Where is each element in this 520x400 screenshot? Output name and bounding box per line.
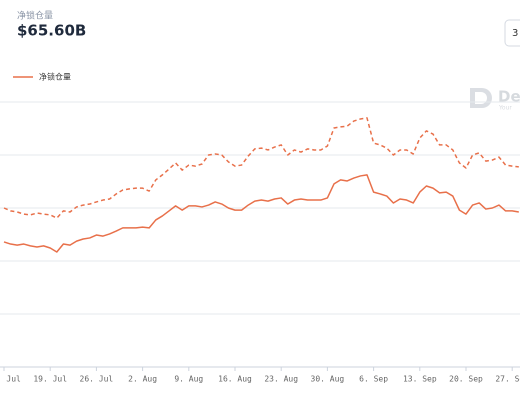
watermark-brand: De bbox=[498, 88, 520, 106]
watermark-logo bbox=[470, 88, 492, 108]
watermark-tagline: Your bbox=[498, 105, 512, 112]
x-tick-label: 2. Aug bbox=[128, 375, 157, 384]
x-tick-label: 9. Aug bbox=[174, 375, 203, 384]
x-tick-label: 20. Sep bbox=[449, 375, 483, 384]
x-tick-label: 6. Sep bbox=[359, 375, 388, 384]
header-label: 净锁仓量 bbox=[17, 10, 53, 22]
x-tick-label: 13. Sep bbox=[403, 375, 437, 384]
watermark: De Your bbox=[470, 88, 520, 112]
legend-label: 净锁仓量 bbox=[39, 72, 71, 82]
header-value: $65.60B bbox=[17, 22, 86, 40]
x-tick-label: 26. Jul bbox=[80, 375, 114, 384]
x-tick-label: 16. Aug bbox=[218, 375, 252, 384]
range-button[interactable] bbox=[504, 19, 520, 47]
x-tick-label: 19. Jul bbox=[33, 375, 67, 384]
x-tick-label: 23. Aug bbox=[264, 375, 298, 384]
series-line bbox=[3, 174, 519, 253]
x-tick-label: 12. Jul bbox=[0, 375, 21, 384]
x-axis: 12. Jul 19. Jul 26. Jul 2. Aug 9. Aug 16. Aug… bbox=[0, 367, 520, 384]
x-tick-label: 27. Sep bbox=[495, 375, 520, 384]
x-tick-label: 30. Aug bbox=[311, 375, 345, 384]
range-button-label[interactable]: 3 bbox=[512, 28, 518, 39]
dashed-line bbox=[3, 117, 519, 219]
lines bbox=[3, 117, 519, 253]
legend: 净锁仓量 bbox=[13, 72, 71, 82]
grid bbox=[0, 101, 520, 368]
